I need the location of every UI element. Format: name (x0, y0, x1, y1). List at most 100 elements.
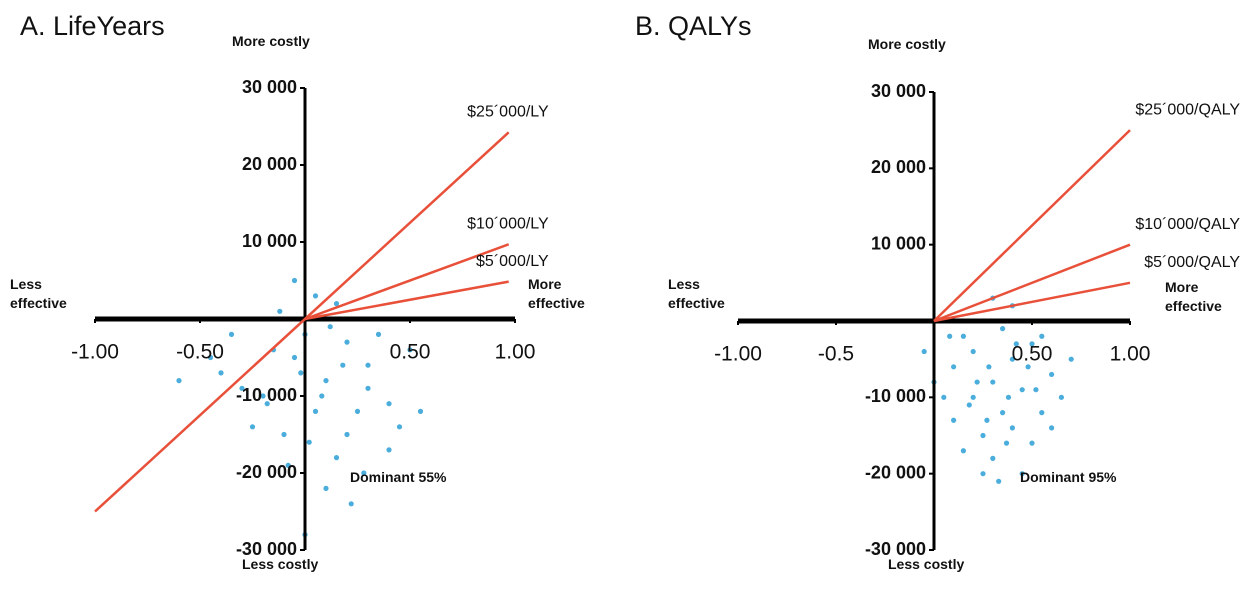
scatter-point (1039, 333, 1045, 339)
x-tick-label: 0.50 (1012, 343, 1053, 366)
scatter-point (951, 364, 957, 370)
y-tick-label: 20 000 (871, 157, 926, 177)
scatter-point (1029, 440, 1035, 446)
scatter-point (980, 432, 986, 439)
scatter-point (417, 408, 424, 414)
threshold-label: $5´000/QALY (1144, 254, 1240, 271)
y-tick-label: -30 000 (865, 539, 926, 559)
annotation-left: Less effective (668, 276, 725, 311)
annotation-left: Less effective (10, 276, 67, 311)
scatter-point (323, 485, 329, 491)
scatter-point (984, 417, 990, 423)
scatter-point (1005, 394, 1012, 400)
annotation-result: Dominant 95% (1020, 469, 1117, 485)
x-tick-label: 1.00 (495, 341, 536, 364)
threshold-label: $25´000/LY (467, 103, 549, 120)
scatter-point (361, 470, 367, 476)
scatter-point (348, 501, 354, 507)
scatter-point (323, 378, 329, 384)
scatter-point (207, 354, 214, 361)
scatter-point (344, 339, 350, 345)
annotation-bottom: Less costly (242, 556, 319, 572)
scatter-point (986, 364, 992, 370)
scatter-point (1039, 410, 1045, 416)
threshold-label: $25´000/QALY (1135, 101, 1240, 118)
y-tick-label: -20 000 (865, 462, 926, 482)
threshold-line (304, 243, 510, 321)
scatter-point (1019, 471, 1025, 477)
scatter-point (921, 348, 927, 355)
y-tick-label: -20 000 (236, 462, 297, 482)
scatter-point (970, 394, 976, 400)
scatter-point (1058, 394, 1064, 400)
scatter-point (365, 362, 371, 368)
scatter-point (1029, 341, 1035, 347)
x-tick-label: 0.50 (390, 341, 431, 364)
y-tick-label: -10 000 (236, 385, 297, 405)
y-tick-label: -10 000 (865, 386, 926, 406)
scatter-point (1003, 440, 1010, 446)
threshold-line (933, 243, 1131, 323)
scatter-point (951, 417, 957, 423)
scatter-point (1000, 326, 1006, 332)
scatter-point (1049, 371, 1055, 378)
y-tick-label: 30 000 (242, 77, 297, 97)
panel-title: B. QALYs (635, 11, 752, 41)
scatter-point (1009, 425, 1016, 431)
y-tick-label: 30 000 (871, 81, 926, 101)
threshold-line (304, 280, 509, 321)
scatter-point (990, 455, 996, 461)
scatter-point (365, 385, 371, 391)
y-tick-label: 20 000 (242, 154, 297, 174)
scatter-point (960, 333, 967, 339)
threshold-label: $10´000/LY (467, 216, 549, 233)
scatter-point (291, 354, 298, 361)
annotation-result: Dominant 55% (350, 469, 447, 485)
threshold-line (933, 281, 1131, 323)
annotation-top: More costly (868, 36, 946, 52)
annotation-right: More effective (528, 276, 585, 311)
annotation-right: More effective (1165, 279, 1222, 314)
scatter-point (960, 448, 967, 454)
scatter-point (306, 439, 312, 445)
y-tick-label: -30 000 (236, 539, 297, 559)
scatter-point (333, 301, 340, 307)
scatter-point (1009, 356, 1016, 362)
scatter-point (386, 401, 392, 407)
scatter-point (980, 471, 986, 477)
scatter-point (970, 348, 976, 355)
threshold-label: $10´000/QALY (1135, 216, 1240, 233)
scatter-point (996, 478, 1002, 484)
y-tick-label: 10 000 (871, 233, 926, 253)
scatter-point (1068, 356, 1074, 362)
y-tick-label: 10 000 (242, 231, 297, 251)
scatter-point (285, 462, 291, 468)
scatter-point (344, 431, 350, 438)
annotation-bottom: Less costly (888, 556, 965, 572)
scatter-point (396, 424, 403, 430)
scatter-point (312, 293, 319, 299)
scatter-point (249, 424, 256, 430)
scatter-point (260, 393, 266, 399)
scatter-point (298, 370, 304, 376)
scatter-point (281, 431, 287, 438)
scatter-point (218, 370, 224, 376)
x-tick-label: 1.00 (1110, 343, 1151, 366)
scatter-point (966, 402, 972, 408)
scatter-point (1025, 364, 1031, 370)
annotation-top: More costly (232, 33, 310, 49)
scatter-point (176, 378, 182, 384)
scatter-point (340, 362, 346, 368)
scatter-point (327, 324, 333, 330)
scatter-point (312, 408, 319, 414)
x-tick-label: -0.50 (176, 341, 224, 364)
x-tick-label: -1.00 (714, 343, 762, 366)
scatter-point (947, 333, 953, 339)
scatter-point (277, 308, 283, 314)
x-tick-label: -0.5 (818, 343, 854, 366)
scatter-point (386, 447, 392, 453)
scatter-point (1049, 425, 1055, 431)
scatter-point (407, 347, 413, 353)
